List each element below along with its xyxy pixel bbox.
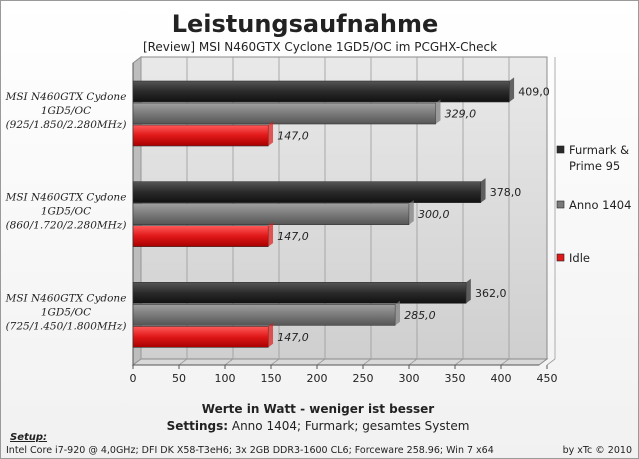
bar-side (268, 121, 274, 146)
bar-side (268, 222, 274, 247)
data-label: 329,0 (445, 108, 477, 121)
legend-swatch (556, 145, 565, 154)
x-tick-label: 450 (537, 372, 558, 385)
bar-furmark (132, 80, 510, 103)
data-label: 378,0 (490, 186, 522, 199)
credit: by xTc © 2010 (563, 445, 632, 456)
category-label: (725/1.450/1.800MHz) (6, 320, 127, 332)
bar-idle (132, 225, 269, 247)
legend: Furmark & Prime 95 Anno 1404 Idle (556, 143, 631, 265)
bar-anno (132, 203, 410, 225)
legend-label: Furmark & (569, 143, 629, 157)
data-label: 285,0 (404, 309, 436, 322)
gridline-floor (316, 358, 326, 366)
chart-subtitle: [Review] MSI N460GTX Cyclone 1GD5/OC im … (143, 40, 497, 54)
bars-group: 409,0 329,0 147,0 378,0 300,0 147,0 362,0 285,0… (132, 77, 550, 348)
x-tick-label: 50 (172, 372, 186, 385)
x-tick-label: 200 (307, 372, 328, 385)
x-tick-label: 300 (399, 372, 420, 385)
gridline-floor (500, 358, 510, 366)
x-axis-label: Werte in Watt - weniger ist besser (202, 402, 434, 416)
data-label: 147,0 (277, 230, 309, 243)
bar-side (395, 300, 400, 326)
gridline-floor (362, 358, 372, 366)
legend-label: Anno 1404 (569, 198, 631, 212)
category-label: 1GD5/OC (41, 105, 91, 117)
bar-furmark (132, 282, 467, 304)
bar-furmark (132, 181, 482, 203)
legend-swatch (556, 253, 565, 262)
x-tick-label: 0 (130, 372, 137, 385)
category-label: 1GD5/OC (41, 206, 91, 218)
bar-anno (132, 304, 396, 326)
category-label: MSI N460GTX Cydone (5, 292, 127, 304)
gridline-floor (224, 358, 234, 366)
data-label: 409,0 (518, 86, 550, 99)
x-tick-label: 400 (491, 372, 512, 385)
bar-side (466, 278, 471, 304)
bar-side (435, 99, 441, 124)
gridline-floor (132, 358, 142, 366)
setup-label: Setup: (10, 432, 47, 443)
gridline-floor (270, 358, 280, 366)
category-label: MSI N460GTX Cydone (5, 91, 127, 103)
bar-idle (132, 326, 269, 348)
bar-side (509, 77, 515, 102)
category-labels: MSI N460GTX Cydone 1GD5/OC (925/1.850/2.28… (5, 91, 127, 332)
data-label: 147,0 (277, 331, 309, 344)
data-label: 300,0 (418, 208, 450, 221)
settings-line: Settings: Anno 1404; Furmark; gesamtes S… (167, 419, 470, 433)
settings-label: Settings: (167, 419, 228, 433)
x-tick-label: 250 (353, 372, 374, 385)
x-tick-labels: 0 50 100 150 200 250 300 350 400 450 (130, 372, 558, 385)
category-label: (925/1.850/2.280MHz) (6, 119, 127, 131)
x-tick-label: 350 (445, 372, 466, 385)
data-label: 362,0 (475, 287, 507, 300)
category-label: MSI N460GTX Cydone (5, 192, 127, 204)
legend-swatch (556, 200, 565, 209)
settings-text: Anno 1404; Furmark; gesamtes System (228, 419, 469, 433)
bar-anno (132, 102, 436, 125)
bar-side (409, 200, 414, 225)
setup-text: Intel Core i7-920 @ 4,0GHz; DFI DK X58-T… (6, 445, 494, 456)
gridline-floor (178, 358, 188, 366)
legend-label: Idle (569, 251, 590, 265)
legend-label: Prime 95 (569, 159, 620, 173)
category-label: (860/1.720/2.280MHz) (6, 220, 127, 232)
data-label: 147,0 (277, 130, 309, 143)
bar-side (480, 178, 486, 203)
x-tick-label: 100 (215, 372, 236, 385)
plot-floor (131, 358, 549, 366)
bar-side (268, 322, 274, 348)
category-label: 1GD5/OC (41, 306, 91, 318)
gridline-floor (408, 358, 418, 366)
chart-title: Leistungsaufnahme (172, 10, 439, 38)
gridline-floor (454, 358, 464, 366)
x-tick-label: 150 (261, 372, 282, 385)
bar-idle (132, 124, 269, 147)
gridline-floor (546, 358, 556, 366)
